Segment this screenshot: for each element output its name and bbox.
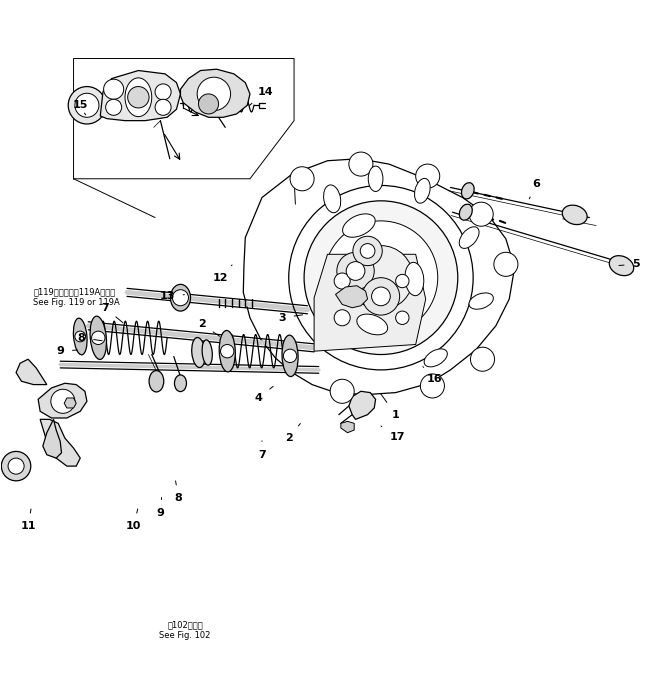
- Circle shape: [360, 244, 375, 258]
- Text: 9: 9: [56, 346, 77, 356]
- Ellipse shape: [609, 256, 633, 276]
- Circle shape: [75, 93, 99, 117]
- Ellipse shape: [202, 340, 212, 365]
- Text: 12: 12: [213, 265, 232, 282]
- Circle shape: [346, 262, 365, 280]
- Circle shape: [349, 245, 413, 310]
- Polygon shape: [38, 383, 87, 418]
- Text: 17: 17: [381, 426, 405, 442]
- Circle shape: [304, 200, 458, 355]
- Ellipse shape: [323, 185, 341, 213]
- Circle shape: [172, 289, 189, 306]
- Text: 7: 7: [258, 441, 266, 460]
- Text: 4: 4: [255, 387, 273, 403]
- Ellipse shape: [174, 375, 187, 391]
- Ellipse shape: [405, 263, 424, 296]
- Polygon shape: [244, 158, 515, 395]
- Circle shape: [127, 87, 149, 108]
- Circle shape: [396, 274, 409, 288]
- Circle shape: [420, 374, 444, 398]
- Circle shape: [494, 252, 518, 276]
- Circle shape: [105, 99, 121, 115]
- Circle shape: [330, 379, 354, 403]
- Text: 14: 14: [250, 87, 273, 105]
- Text: 5: 5: [619, 259, 640, 269]
- Ellipse shape: [170, 285, 191, 311]
- Ellipse shape: [90, 316, 107, 360]
- Circle shape: [334, 310, 350, 326]
- Text: 8: 8: [174, 481, 183, 503]
- Polygon shape: [314, 254, 425, 351]
- Ellipse shape: [469, 293, 493, 309]
- Ellipse shape: [368, 166, 383, 192]
- Ellipse shape: [357, 314, 388, 335]
- Circle shape: [290, 167, 314, 191]
- Circle shape: [51, 389, 75, 413]
- Ellipse shape: [192, 338, 205, 367]
- Polygon shape: [180, 69, 250, 117]
- Circle shape: [197, 77, 231, 111]
- Text: 第102図参照
See Fig. 102: 第102図参照 See Fig. 102: [160, 621, 211, 640]
- Text: 2: 2: [198, 320, 219, 336]
- Circle shape: [155, 99, 171, 115]
- Polygon shape: [100, 70, 180, 121]
- Circle shape: [396, 311, 409, 325]
- Circle shape: [221, 344, 234, 358]
- Text: 6: 6: [529, 179, 540, 199]
- Circle shape: [75, 331, 86, 342]
- Ellipse shape: [415, 178, 430, 203]
- Text: 1: 1: [380, 393, 399, 420]
- Ellipse shape: [343, 214, 375, 237]
- Ellipse shape: [125, 78, 152, 116]
- Text: 10: 10: [126, 509, 142, 531]
- Circle shape: [349, 152, 373, 176]
- Polygon shape: [64, 398, 76, 408]
- Circle shape: [353, 236, 382, 266]
- Text: 第119図または第119A図参照
See Fig. 119 or 119A: 第119図または第119A図参照 See Fig. 119 or 119A: [34, 288, 120, 307]
- Polygon shape: [336, 286, 368, 308]
- Circle shape: [283, 349, 297, 362]
- Ellipse shape: [460, 204, 472, 220]
- Text: 2: 2: [285, 424, 301, 443]
- Polygon shape: [341, 422, 354, 433]
- Ellipse shape: [424, 349, 448, 367]
- Circle shape: [103, 79, 123, 99]
- Circle shape: [469, 202, 493, 226]
- Text: 13: 13: [160, 291, 185, 301]
- Ellipse shape: [219, 331, 236, 372]
- Text: 7: 7: [101, 302, 123, 322]
- Ellipse shape: [462, 183, 474, 199]
- Text: 11: 11: [20, 509, 36, 531]
- Text: 16: 16: [423, 367, 442, 384]
- Circle shape: [324, 221, 437, 334]
- Circle shape: [68, 87, 105, 124]
- Ellipse shape: [149, 371, 164, 392]
- Circle shape: [416, 164, 440, 188]
- Ellipse shape: [73, 318, 87, 355]
- Circle shape: [362, 278, 400, 315]
- Polygon shape: [43, 420, 62, 458]
- Circle shape: [372, 287, 391, 306]
- Circle shape: [470, 347, 495, 371]
- Polygon shape: [40, 420, 81, 466]
- Circle shape: [337, 252, 374, 289]
- Polygon shape: [16, 359, 47, 384]
- Circle shape: [1, 451, 31, 481]
- Polygon shape: [349, 391, 376, 420]
- Ellipse shape: [459, 227, 479, 249]
- Text: 9: 9: [156, 497, 164, 518]
- Ellipse shape: [282, 335, 298, 377]
- Circle shape: [92, 331, 105, 344]
- Text: 15: 15: [72, 101, 88, 115]
- Circle shape: [155, 84, 171, 100]
- Text: 8: 8: [78, 333, 102, 343]
- Text: 3: 3: [278, 313, 303, 322]
- Circle shape: [334, 273, 350, 289]
- Circle shape: [8, 458, 24, 474]
- Circle shape: [199, 94, 219, 114]
- Ellipse shape: [562, 205, 587, 225]
